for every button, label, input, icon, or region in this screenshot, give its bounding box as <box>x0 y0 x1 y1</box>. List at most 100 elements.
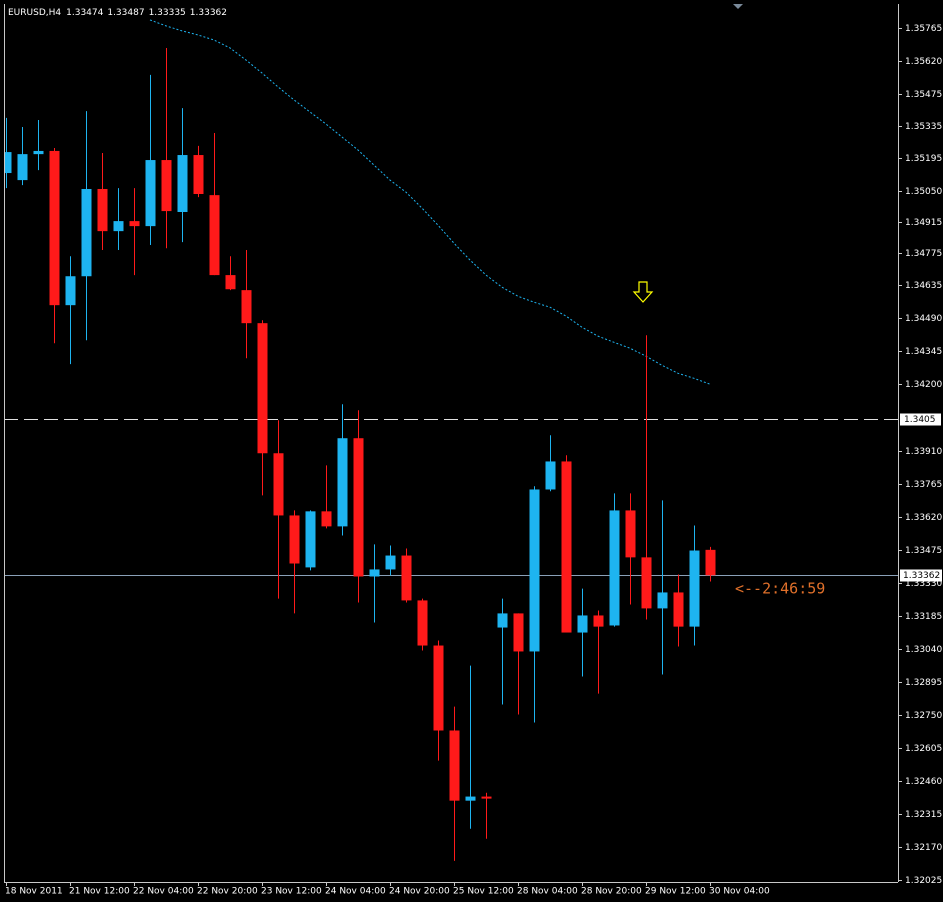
y-tick-label: 1.33040 <box>905 645 942 655</box>
y-tick-label: 1.33475 <box>905 546 942 556</box>
y-tick-label: 1.33620 <box>905 513 942 523</box>
candle-body <box>17 154 28 181</box>
y-tick-label: 1.34490 <box>905 314 942 324</box>
candle-body <box>49 150 60 306</box>
x-tick-label: 29 Nov 12:00 <box>645 887 706 897</box>
y-tick-label: 1.34775 <box>905 249 942 259</box>
y-tick-label: 1.32170 <box>905 843 942 853</box>
candle-body <box>337 438 348 527</box>
y-tick-label: 1.32315 <box>905 810 942 820</box>
signal-arrow <box>632 281 654 303</box>
candle-body <box>353 438 364 577</box>
candle-body <box>289 515 300 564</box>
shift-marker <box>733 4 743 9</box>
candle-body <box>497 613 508 628</box>
bid-price-label: 1.33362 <box>903 571 940 581</box>
candle-body <box>705 549 716 576</box>
candle-body <box>129 221 140 227</box>
candle-body <box>433 645 444 731</box>
candle-body <box>609 510 620 626</box>
y-tick-label: 1.35050 <box>905 187 942 197</box>
y-tick-label: 1.35765 <box>905 24 942 34</box>
y-tick-label: 1.33185 <box>905 612 942 622</box>
bid-price-box <box>900 569 942 582</box>
candle-body <box>657 592 668 609</box>
y-tick-label: 1.34915 <box>905 218 942 228</box>
y-tick-label: 1.35620 <box>905 57 942 67</box>
x-tick-label: 28 Nov 04:00 <box>517 887 578 897</box>
candle-body <box>385 555 396 570</box>
x-tick-label: 28 Nov 20:00 <box>581 887 642 897</box>
candle-body <box>273 453 284 516</box>
x-axis: 18 Nov 2011 21 Nov 12:00 22 Nov 04:00 22 No… <box>5 882 770 897</box>
y-tick-label: 1.35335 <box>905 122 942 132</box>
candle-body <box>209 195 220 276</box>
header-high: 1.33487 <box>107 8 144 18</box>
candle-body <box>81 188 92 277</box>
candle-body <box>65 276 76 306</box>
x-tick-label: 24 Nov 20:00 <box>389 887 450 897</box>
candle-body <box>257 323 268 454</box>
candle-body <box>321 511 332 527</box>
x-tick-label: 22 Nov 20:00 <box>197 887 258 897</box>
candle-body <box>113 221 124 232</box>
candle-body <box>417 600 428 646</box>
y-tick-label: 1.35475 <box>905 90 942 100</box>
candle-body <box>193 155 204 194</box>
x-tick-label: 30 Nov 04:00 <box>709 887 770 897</box>
y-tick-label: 1.33765 <box>905 480 942 490</box>
header-open: 1.33474 <box>66 8 103 18</box>
candle-body <box>97 188 108 232</box>
candle-body <box>241 290 252 324</box>
y-tick-label: 1.32605 <box>905 744 942 754</box>
y-tick-label: 1.32025 <box>905 876 942 886</box>
x-tick-label: 18 Nov 2011 <box>5 887 63 897</box>
header-low: 1.33335 <box>149 8 186 18</box>
candle-body <box>593 615 604 627</box>
plot-area <box>4 19 898 861</box>
candle-body <box>641 557 652 609</box>
y-tick-label: 1.33910 <box>905 447 942 457</box>
candle-body <box>177 155 188 212</box>
candle-body <box>449 730 460 801</box>
y-tick-label: 1.32460 <box>905 777 942 787</box>
candle-body <box>225 275 236 290</box>
candle-body <box>481 796 492 799</box>
candle-body <box>529 489 540 652</box>
x-tick-label: 23 Nov 12:00 <box>261 887 322 897</box>
candle-body <box>145 160 156 227</box>
candle-body <box>4 152 12 174</box>
x-tick-label: 22 Nov 04:00 <box>133 887 194 897</box>
x-tick-label: 25 Nov 12:00 <box>453 887 514 897</box>
y-tick-label: 1.34200 <box>905 380 942 390</box>
y-tick-label: 1.32895 <box>905 678 942 688</box>
level-price-label: 1.3405 <box>904 415 936 425</box>
header: EURUSD,H4 1.33474 1.33487 1.33335 1.33362 <box>8 8 227 18</box>
candle-body <box>401 555 412 601</box>
candle-body <box>305 511 316 568</box>
y-tick-label: 1.33330 <box>905 579 942 589</box>
x-tick-label: 24 Nov 04:00 <box>325 887 386 897</box>
level-price-box <box>900 413 941 426</box>
y-tick-label: 1.34635 <box>905 281 942 291</box>
candle-body <box>33 150 44 155</box>
y-tick-label: 1.34345 <box>905 347 942 357</box>
candle-body <box>545 461 556 490</box>
candle-body <box>513 613 524 652</box>
candle-body <box>577 615 588 633</box>
header-close: 1.33362 <box>190 8 227 18</box>
countdown: <--2:46:59 <box>735 580 825 598</box>
candle-body <box>625 510 636 558</box>
candle-body <box>369 569 380 577</box>
candle-body <box>689 550 700 627</box>
moving-average <box>149 19 711 385</box>
y-tick-label: 1.32750 <box>905 711 942 721</box>
symbol-title: EURUSD,H4 <box>8 8 61 18</box>
y-tick-label: 1.35195 <box>905 154 942 164</box>
candle-body <box>673 592 684 627</box>
candle-body <box>465 796 476 801</box>
y-axis: 1.35765 1.35620 1.35475 1.35335 1.35195 1.350… <box>898 24 942 886</box>
